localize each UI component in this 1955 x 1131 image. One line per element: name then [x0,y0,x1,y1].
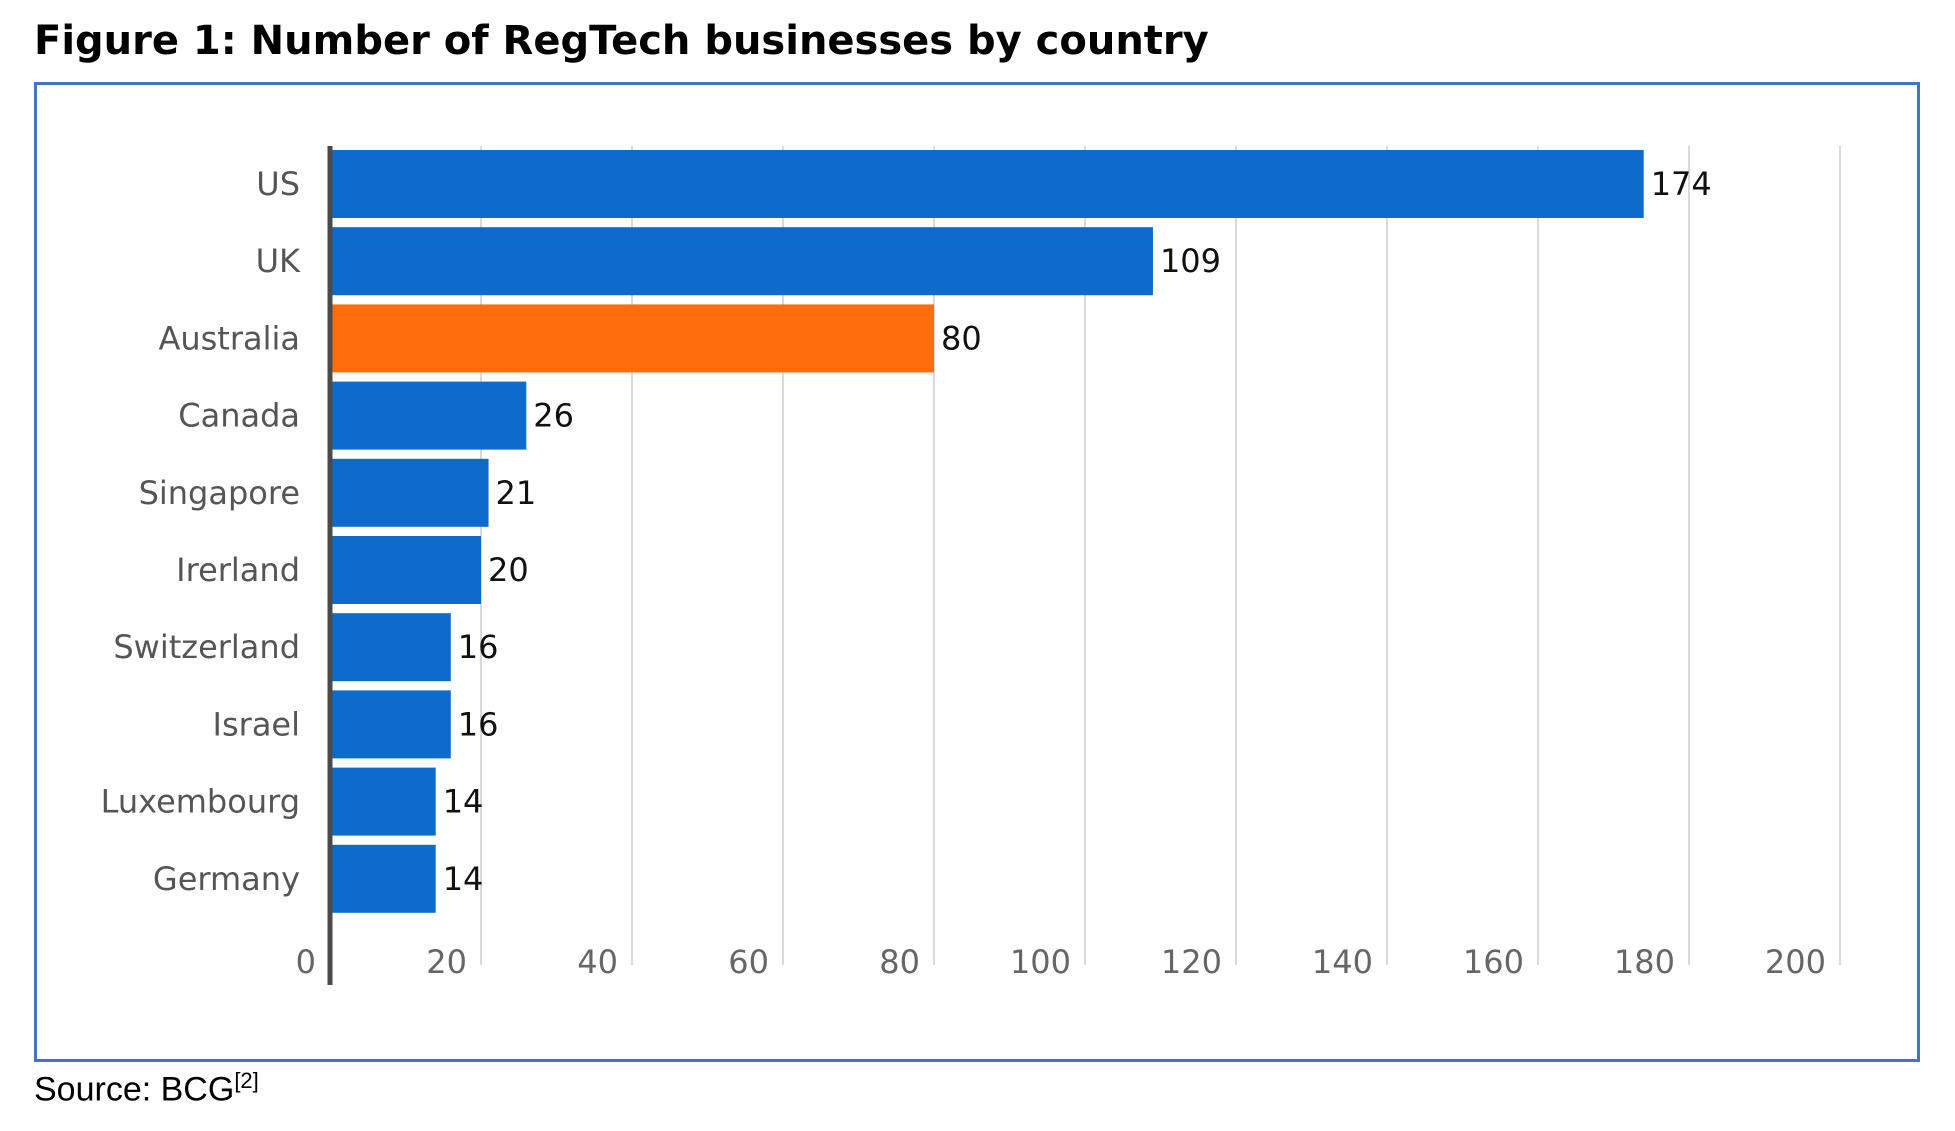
data-label: 16 [458,705,499,743]
x-tick-label: 200 [1765,943,1826,981]
x-tick-label: 20 [426,943,467,981]
data-label: 109 [1160,242,1221,280]
bar [330,304,934,373]
source-label: Source: BCG [34,1070,235,1109]
category-label: Switzerland [113,628,300,666]
bar [330,227,1153,296]
category-label: US [256,165,300,203]
bar [330,381,527,450]
data-label: 26 [533,397,574,435]
bar [330,613,451,682]
x-tick-label: 40 [577,943,618,981]
x-tick-label: 120 [1161,943,1222,981]
x-tick-label: 80 [879,943,920,981]
x-tick-label: 180 [1614,943,1675,981]
category-label: Irerland [176,551,300,589]
x-tick-label: 0 [296,943,316,981]
x-tick-label: 140 [1312,943,1373,981]
category-label: Israel [213,705,300,743]
data-label: 16 [458,628,499,666]
bar [330,150,1644,218]
category-label: Australia [158,319,300,357]
data-label: 174 [1651,165,1712,203]
bar [330,536,481,604]
category-label: Germany [153,860,300,898]
data-label: 14 [443,860,484,898]
data-label: 14 [443,783,484,821]
x-tick-label: 60 [728,943,769,981]
bar [330,844,436,913]
source-note: Source: BCG[2] [34,1068,259,1109]
bar [330,690,451,759]
data-label: 80 [941,319,982,357]
category-label: UK [256,242,301,280]
figure-title: Figure 1: Number of RegTech businesses b… [34,18,1209,64]
category-label: Singapore [139,474,300,512]
data-label: 21 [496,474,537,512]
category-label: Canada [178,397,300,435]
source-reference: [2] [234,1068,259,1093]
x-tick-label: 160 [1463,943,1524,981]
bar [330,767,436,836]
bar [330,458,489,527]
x-tick-label: 100 [1010,943,1071,981]
category-label: Luxembourg [101,783,300,821]
data-label: 20 [488,551,529,589]
chart-frame [34,82,1920,1062]
